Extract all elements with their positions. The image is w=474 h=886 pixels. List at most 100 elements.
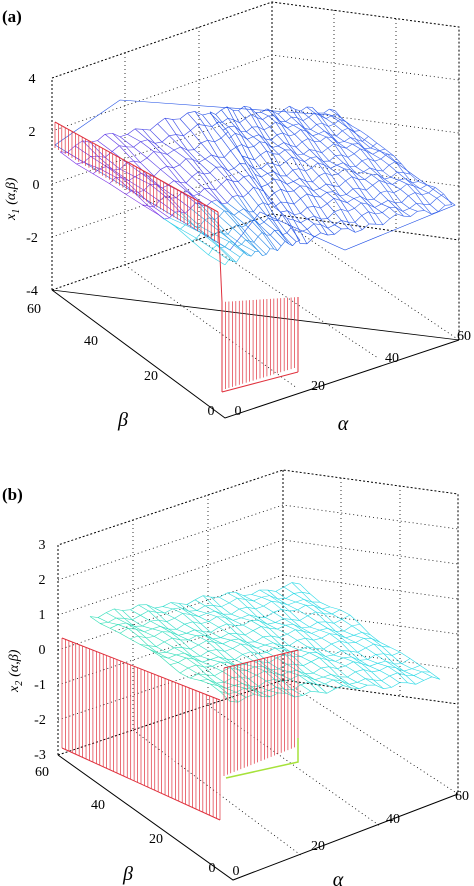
mesh-line [204, 158, 217, 168]
mesh-line [228, 633, 239, 640]
mesh-line [220, 247, 237, 263]
mesh-line [154, 141, 163, 144]
mesh-line [359, 188, 368, 201]
mesh-line [169, 662, 179, 666]
mesh-line [264, 642, 274, 646]
mesh-line [343, 119, 352, 127]
mesh-line [263, 191, 274, 203]
mesh-line [200, 623, 211, 633]
mesh-line [327, 659, 338, 669]
mesh-line [237, 176, 244, 182]
mesh-line [243, 106, 252, 115]
mesh-line [304, 128, 311, 130]
mesh-line [302, 116, 309, 122]
mesh-line [231, 613, 242, 619]
mesh-line [311, 629, 320, 634]
mesh-line [273, 115, 282, 125]
mesh-line [373, 643, 383, 647]
mesh-line [300, 684, 311, 692]
mesh-line [372, 153, 382, 160]
mesh-line [208, 616, 218, 622]
mesh-line [233, 214, 247, 226]
mesh-line [82, 140, 99, 157]
mesh-line [89, 616, 101, 624]
mesh-line [207, 139, 215, 143]
mesh-line [303, 149, 310, 155]
mesh-line [295, 599, 304, 603]
mesh-line [346, 194, 354, 199]
mesh-line [313, 215, 321, 220]
mesh-line [297, 609, 308, 616]
mesh-line [209, 683, 219, 687]
mesh-line [230, 639, 241, 645]
mesh-line [149, 649, 161, 657]
mesh-line [376, 169, 383, 172]
mesh-line [285, 156, 293, 162]
mesh-line [294, 109, 304, 121]
mesh-line [343, 630, 354, 636]
mesh-line [367, 203, 375, 208]
z-tick: -1 [34, 678, 46, 693]
mesh-line [251, 589, 260, 595]
mesh-line [173, 146, 181, 151]
mesh-line [233, 119, 240, 123]
mesh-line [187, 112, 198, 125]
mesh-line [131, 190, 149, 207]
mesh-line [277, 245, 282, 251]
mesh-line [176, 654, 187, 659]
mesh-line [236, 256, 241, 263]
mesh-line [252, 136, 261, 142]
mesh-line [363, 669, 372, 673]
mesh-line [373, 679, 384, 689]
mesh-line [267, 622, 276, 625]
mesh-line [267, 204, 278, 221]
mesh-line [203, 595, 212, 598]
mesh-line [311, 601, 323, 610]
mesh-line [198, 193, 212, 202]
mesh-line [295, 146, 304, 155]
mesh-line [188, 639, 199, 646]
mesh-line [204, 635, 215, 643]
z-tick: -2 [26, 231, 38, 246]
mesh-line [360, 148, 367, 152]
mesh-line [142, 128, 151, 131]
mesh-line [375, 213, 384, 225]
mesh-line [267, 178, 275, 185]
mesh-line [242, 654, 253, 661]
mesh-line [238, 110, 246, 119]
mesh-line [230, 146, 238, 151]
mesh-line [283, 142, 291, 146]
x-tick: 40 [385, 351, 399, 366]
mesh-line [254, 636, 264, 643]
mesh-line [293, 203, 301, 214]
mesh-line [162, 631, 173, 639]
x-tick: 0 [233, 864, 240, 879]
mesh-line [331, 115, 341, 120]
mesh-line [277, 113, 286, 122]
mesh-line [264, 670, 275, 680]
y-tick: 60 [35, 765, 49, 780]
mesh-line [254, 666, 265, 672]
mesh-line [217, 156, 229, 171]
mesh-line [89, 616, 99, 618]
mesh-line [277, 598, 288, 606]
mesh-line [353, 632, 363, 636]
mesh-line [437, 205, 446, 212]
mesh-line [337, 634, 346, 639]
mesh-line [204, 125, 212, 127]
mesh-line [345, 635, 354, 639]
mesh-line [227, 170, 239, 182]
mesh-line [127, 128, 136, 135]
mesh-line [307, 615, 318, 623]
mesh-line [333, 198, 342, 210]
mesh-line [207, 679, 219, 686]
mesh-line [287, 202, 295, 215]
panel-b-z-axis-label: x2(α,β) [7, 649, 25, 693]
mesh-line [222, 613, 234, 621]
mesh-line [219, 691, 231, 702]
mesh-line [308, 681, 320, 693]
mesh-line [300, 129, 307, 132]
mesh-line [320, 192, 327, 198]
mesh-line [319, 183, 327, 189]
mesh-line [146, 157, 161, 170]
